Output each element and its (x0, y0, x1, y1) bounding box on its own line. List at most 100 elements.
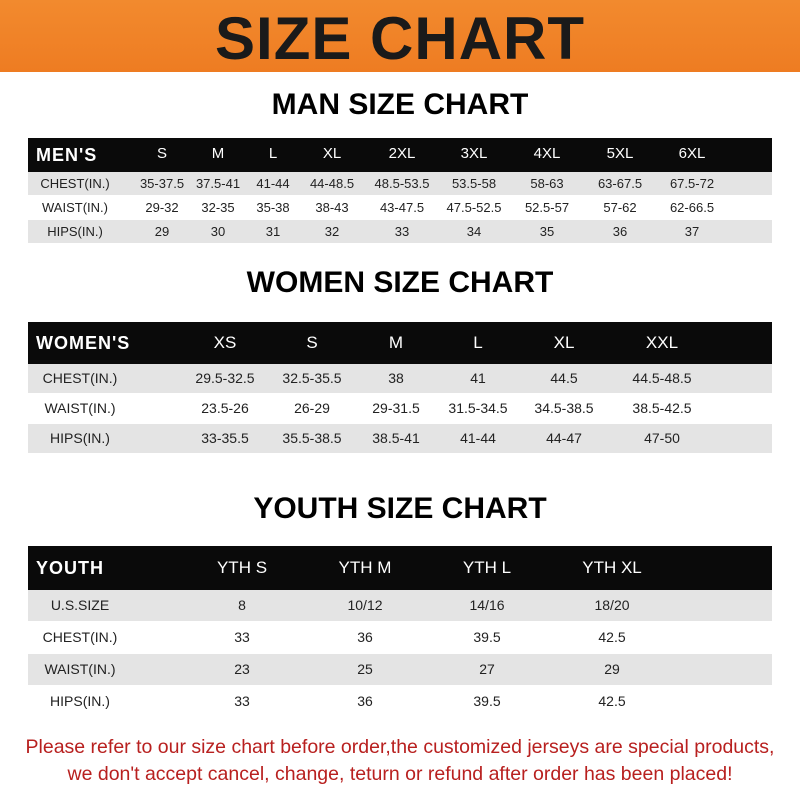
table-cell: 53.5-58 (451, 175, 497, 191)
table-row: CHEST(IN.) 35-37.5 37.5-41 41-44 44-48.5 48.5… (28, 172, 772, 195)
table-cell: 18/20 (594, 597, 630, 613)
table-cell: 31 (265, 223, 281, 239)
banner-title: SIZE CHART (215, 5, 585, 72)
size-header: 6XL (678, 145, 706, 162)
men-table-label: MEN'S (36, 145, 98, 165)
size-header: L (268, 145, 278, 162)
table-cell: 32 (324, 223, 340, 239)
women-section-title: WOMEN SIZE CHART (246, 266, 554, 299)
table-row: U.S.SIZE 8 10/12 14/16 18/20 (28, 590, 772, 621)
table-cell: 38-43 (315, 199, 349, 215)
table-cell: 35-37.5 (139, 175, 185, 191)
table-cell: 67.5-72 (669, 175, 715, 191)
table-cell: 44-47 (546, 430, 582, 446)
row-label: CHEST(IN.) (42, 629, 118, 645)
table-cell: 10/12 (347, 597, 383, 613)
row-label: U.S.SIZE (50, 597, 110, 613)
table-cell: 44.5 (550, 370, 578, 386)
table-row: CHEST(IN.) 29.5-32.5 32.5-35.5 38 41 44.5 44.5… (28, 364, 772, 393)
size-header: XL (553, 333, 575, 352)
table-row: WAIST(IN.) 29-32 32-35 35-38 38-43 43-47.5 47.… (28, 196, 772, 219)
row-label: HIPS(IN.) (50, 430, 110, 446)
table-cell: 62-66.5 (669, 199, 715, 215)
table-cell: 47-50 (644, 430, 680, 446)
table-cell: 32.5-35.5 (282, 370, 342, 386)
table-row: WAIST(IN.) 23 25 27 29 (28, 654, 772, 685)
table-cell: 36 (357, 629, 373, 645)
row-label: CHEST(IN.) (42, 370, 118, 386)
table-cell: 47.5-52.5 (446, 199, 502, 215)
size-header: 2XL (388, 145, 416, 162)
size-header: S (156, 145, 168, 162)
youth-section-title: YOUTH SIZE CHART (253, 492, 547, 525)
size-header: S (306, 333, 318, 352)
table-cell: 35.5-38.5 (282, 430, 342, 446)
table-cell: 33 (234, 629, 250, 645)
table-cell: 26-29 (294, 400, 330, 416)
table-cell: 58-63 (530, 175, 564, 191)
table-cell: 41 (470, 370, 486, 386)
table-cell: 36 (612, 223, 628, 239)
table-cell: 25 (357, 661, 373, 677)
table-row: WAIST(IN.) 23.5-26 26-29 29-31.5 31.5-34.5 34… (28, 394, 772, 423)
size-header: 4XL (533, 145, 561, 162)
table-cell: 29-31.5 (372, 400, 420, 416)
table-cell: 31.5-34.5 (448, 400, 508, 416)
men-section-title: MAN SIZE CHART (271, 88, 529, 121)
size-header: YTH M (338, 558, 392, 577)
table-row: HIPS(IN.) 29 30 31 32 33 34 35 36 37 (28, 220, 772, 243)
table-cell: 57-62 (603, 199, 637, 215)
table-cell: 32-35 (201, 199, 235, 215)
size-header: XL (322, 145, 342, 162)
women-table-label: WOMEN'S (36, 333, 131, 353)
size-header: M (211, 145, 225, 162)
table-cell: 23 (234, 661, 250, 677)
table-cell: 34.5-38.5 (534, 400, 594, 416)
table-cell: 38 (388, 370, 404, 386)
row-label: WAIST(IN.) (44, 400, 116, 416)
table-cell: 44-48.5 (309, 175, 355, 191)
row-label: HIPS(IN.) (47, 223, 103, 239)
row-label: WAIST(IN.) (42, 199, 108, 215)
table-row: HIPS(IN.) 33 36 39.5 42.5 (28, 686, 772, 717)
table-cell: 43-47.5 (379, 199, 425, 215)
row-label: HIPS(IN.) (50, 693, 110, 709)
table-cell: 36 (357, 693, 373, 709)
size-header: XS (213, 333, 237, 352)
table-cell: 33-35.5 (201, 430, 249, 446)
size-header: 3XL (460, 145, 488, 162)
table-cell: 29 (154, 223, 170, 239)
table-cell: 23.5-26 (201, 400, 249, 416)
table-cell: 39.5 (473, 629, 501, 645)
size-header: YTH L (462, 558, 512, 577)
table-row: CHEST(IN.) 33 36 39.5 42.5 (28, 622, 772, 653)
order-notice: Please refer to our size chart before or… (0, 734, 800, 788)
table-cell: 33 (394, 223, 410, 239)
table-cell: 38.5-41 (372, 430, 420, 446)
table-cell: 35 (539, 223, 555, 239)
table-cell: 29 (604, 661, 620, 677)
table-cell: 48.5-53.5 (374, 175, 430, 191)
table-cell: 42.5 (598, 693, 626, 709)
table-cell: 38.5-42.5 (632, 400, 692, 416)
table-cell: 27 (479, 661, 495, 677)
women-header-row: WOMEN'S XS S M L XL XXL (28, 322, 772, 364)
table-cell: 39.5 (473, 693, 501, 709)
size-header: YTH XL (582, 558, 642, 577)
notice-line-2: we don't accept cancel, change, teturn o… (67, 763, 733, 785)
table-cell: 37 (684, 223, 700, 239)
row-label: WAIST(IN.) (44, 661, 116, 677)
youth-table-label: YOUTH (36, 558, 104, 578)
size-header: YTH S (216, 558, 268, 577)
table-cell: 42.5 (598, 629, 626, 645)
table-cell: 14/16 (469, 597, 505, 613)
notice-line-1: Please refer to our size chart before or… (25, 736, 775, 758)
table-cell: 41-44 (460, 430, 496, 446)
size-header: L (473, 333, 483, 352)
table-cell: 33 (234, 693, 250, 709)
table-cell: 29-32 (145, 199, 179, 215)
size-header: XXL (645, 333, 679, 352)
table-cell: 35-38 (256, 199, 290, 215)
table-cell: 37.5-41 (195, 175, 241, 191)
